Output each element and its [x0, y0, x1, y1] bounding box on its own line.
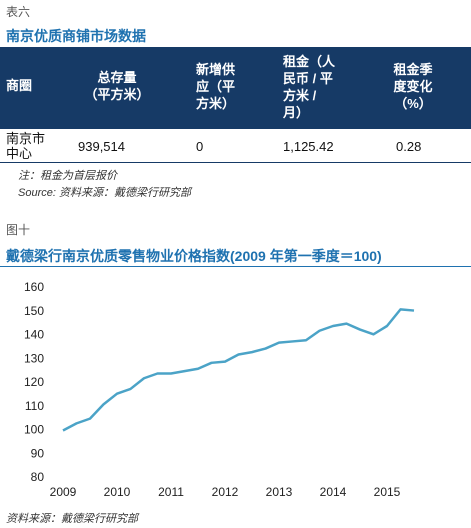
- x-tick-label: 2014: [320, 485, 347, 499]
- index-line: [62, 308, 415, 432]
- header-line: 方米 /: [283, 88, 317, 103]
- x-tick-label: 2011: [158, 485, 184, 499]
- y-tick-label: 130: [24, 351, 44, 365]
- table-header: 商圈 总存量 （平方米） 新增供应（平方米） 租金（人民币 / 平方米 / 月） 租…: [0, 47, 471, 129]
- row-cell: 1,125.42: [283, 139, 334, 154]
- y-tick-label: 120: [24, 375, 44, 389]
- y-tick-label: 100: [24, 423, 44, 437]
- header-line: 应（平: [196, 79, 236, 94]
- table-title: 南京优质商铺市场数据: [6, 28, 146, 44]
- cell-line: 南京市: [6, 131, 46, 146]
- y-tick-label: 110: [25, 399, 44, 413]
- y-tick-label: 160: [24, 280, 44, 294]
- y-tick-label: 90: [31, 446, 45, 460]
- header-line: （%）: [394, 96, 432, 111]
- header-cell: 商圈: [6, 77, 32, 94]
- x-tick-label: 2009: [50, 485, 77, 499]
- table-note: 注：租金为首层报价: [18, 170, 117, 182]
- chart-source: 资料来源：戴德梁行研究部: [6, 513, 138, 525]
- header-cell: 租金季度变化 （%）: [382, 61, 444, 112]
- table-source: Source: 资料来源：戴德梁行研究部: [18, 187, 191, 199]
- header-cell: 总存量 （平方米）: [72, 69, 162, 103]
- header-cell: 新增供应（平方米）: [196, 61, 246, 112]
- header-line: 民币 / 平: [283, 71, 333, 86]
- figure-label: 图十: [6, 223, 31, 237]
- header-line: 总存量: [97, 70, 137, 85]
- row-cell: 939,514: [78, 139, 125, 154]
- header-cell: 租金（人民币 / 平方米 / 月）: [283, 53, 363, 121]
- header-line: 租金季: [393, 62, 433, 77]
- cell-line: 中心: [6, 146, 33, 161]
- x-tick-label: 2010: [104, 485, 131, 499]
- chart: 80 90 100 110 120 130 140 150 160 2009 2010 2011 201…: [24, 280, 415, 499]
- y-tick-label: 140: [24, 328, 44, 342]
- header-line: 月）: [283, 105, 310, 120]
- chart-title: 戴德梁行南京优质零售物业价格指数(2009 年第一季度＝100): [6, 248, 382, 264]
- x-tick-label: 2013: [266, 485, 293, 499]
- table-label: 表六: [6, 5, 31, 19]
- x-tick-label: 2012: [212, 485, 239, 499]
- y-tick-label: 150: [24, 304, 44, 318]
- y-tick-label: 80: [31, 470, 45, 484]
- header-line: 方米）: [196, 96, 236, 111]
- title-rule: [0, 266, 471, 267]
- row-cell: 南京市 中心: [6, 131, 45, 161]
- row-cell: 0.28: [396, 139, 422, 154]
- table-bottom-rule: [0, 162, 471, 163]
- header-line: 租金（人: [283, 54, 336, 69]
- row-cell: 0: [196, 139, 204, 154]
- header-line: （平方米）: [84, 87, 150, 102]
- header-line: 度变化: [393, 79, 433, 94]
- header-line: 商圈: [6, 78, 33, 93]
- header-line: 新增供: [196, 62, 236, 77]
- x-tick-label: 2015: [374, 485, 401, 499]
